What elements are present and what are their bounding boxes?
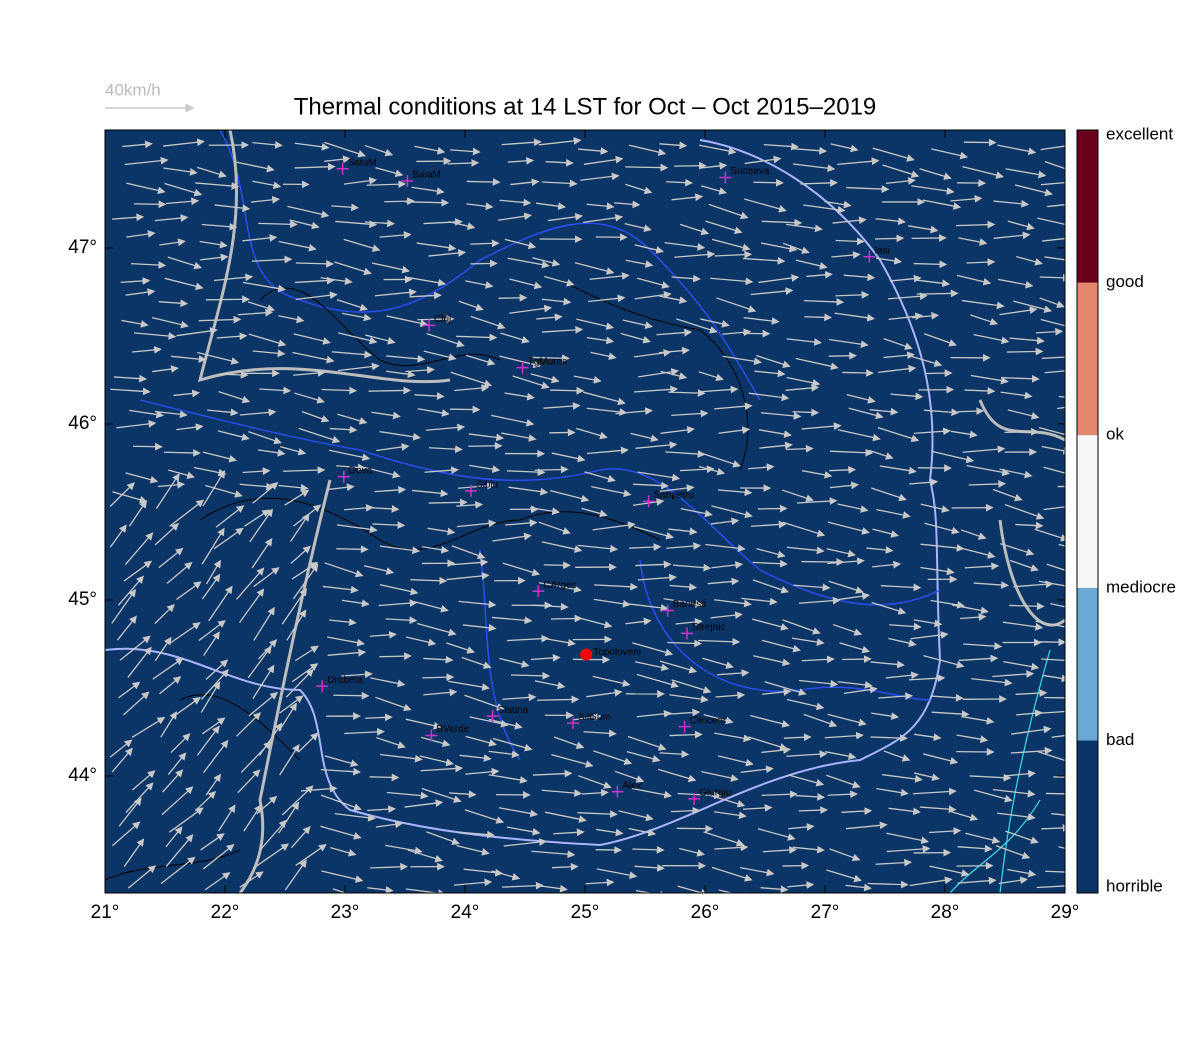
- x-tick-label: 29°: [1051, 902, 1080, 923]
- wind-arrow: [914, 264, 946, 265]
- wind-arrow: [1007, 351, 1042, 352]
- x-tick-label: 28°: [931, 902, 960, 923]
- wind-arrow: [842, 659, 870, 660]
- wind-arrow: [467, 181, 500, 182]
- city-label: SatuM: [348, 157, 377, 168]
- x-tick-label: 27°: [811, 902, 840, 923]
- wind-arrow: [336, 549, 367, 550]
- wind-arrow: [134, 204, 165, 205]
- colorbar-label: ok: [1106, 425, 1124, 444]
- x-tick-label: 21°: [91, 902, 120, 923]
- wind-arrow: [550, 390, 583, 391]
- wind-arrow: [498, 298, 526, 299]
- wind-arrow: [782, 865, 807, 866]
- wind-arrow: [370, 777, 399, 778]
- city-label: Giurgiu: [699, 787, 731, 798]
- city-label: Sibiu: [476, 479, 498, 490]
- wind-arrow: [829, 356, 856, 357]
- colorbar-band: [1077, 283, 1098, 436]
- city-label: Suceava: [730, 166, 769, 177]
- wind-arrow: [429, 502, 467, 503]
- city-label: BaiaM: [412, 170, 440, 181]
- city-label: SilGum: [578, 712, 611, 723]
- city-label: Banesti: [673, 599, 706, 610]
- y-tick-label: 47°: [68, 237, 97, 258]
- x-tick-label: 24°: [451, 902, 480, 923]
- wind-arrow: [1004, 432, 1037, 433]
- y-tick-label: 45°: [68, 589, 97, 610]
- wind-arrow: [799, 810, 827, 811]
- colorbar-band: [1077, 435, 1098, 588]
- city-label: Slatina: [498, 705, 529, 716]
- colorbar-label: mediocre: [1106, 577, 1176, 596]
- y-tick-label: 44°: [68, 765, 97, 786]
- wind-arrow: [333, 695, 368, 696]
- wind-arrow: [422, 677, 453, 678]
- site-label: Topoloveni: [593, 647, 641, 658]
- wind-arrow: [206, 299, 249, 300]
- x-tick-label: 23°: [331, 902, 360, 923]
- map-title: Thermal conditions at 14 LST for Oct – O…: [294, 93, 877, 120]
- wind-arrow: [758, 508, 786, 509]
- scale-label: 40km/h: [105, 80, 161, 99]
- wind-arrow: [379, 656, 410, 657]
- wind-arrow: [625, 167, 667, 168]
- city-label: BVerde: [436, 724, 469, 735]
- city-label: Strejnic: [692, 622, 725, 633]
- site-marker: [580, 649, 592, 661]
- city-label: Iasi: [874, 245, 890, 256]
- wind-arrow: [369, 390, 410, 391]
- wind-arrow: [875, 238, 903, 239]
- wind-arrow: [804, 317, 831, 318]
- city-label: Alex: [622, 780, 641, 791]
- city-label: TgMures: [528, 356, 567, 367]
- city-label: Clinceni: [690, 715, 726, 726]
- wind-arrow: [753, 182, 782, 183]
- x-tick-label: 26°: [691, 902, 720, 923]
- y-tick-label: 46°: [68, 413, 97, 434]
- wind-arrow: [674, 166, 705, 167]
- wind-arrow: [133, 446, 162, 447]
- wind-arrow: [801, 562, 843, 563]
- wind-arrow: [551, 618, 581, 619]
- wind-arrow: [917, 293, 958, 294]
- wind-arrow: [164, 452, 200, 453]
- colorbar-label: horrible: [1106, 876, 1163, 895]
- city-label: Cluj: [434, 314, 451, 325]
- city-label: Deva: [349, 465, 373, 476]
- city-label: Sanpetru: [654, 490, 695, 501]
- colorbar-label: bad: [1106, 730, 1134, 749]
- wind-arrow: [842, 372, 872, 373]
- colorbar-band: [1077, 588, 1098, 741]
- wind-arrow: [958, 411, 983, 412]
- colorbar-band: [1077, 740, 1098, 893]
- colorbar-label: excellent: [1106, 124, 1173, 143]
- colorbar-label: good: [1106, 272, 1144, 291]
- city-label: CArges: [543, 580, 576, 591]
- x-tick-label: 25°: [571, 902, 600, 923]
- x-tick-label: 22°: [211, 902, 240, 923]
- wind-arrow: [535, 469, 568, 470]
- city-label: Drobeta: [327, 675, 363, 686]
- colorbar-band: [1077, 130, 1098, 283]
